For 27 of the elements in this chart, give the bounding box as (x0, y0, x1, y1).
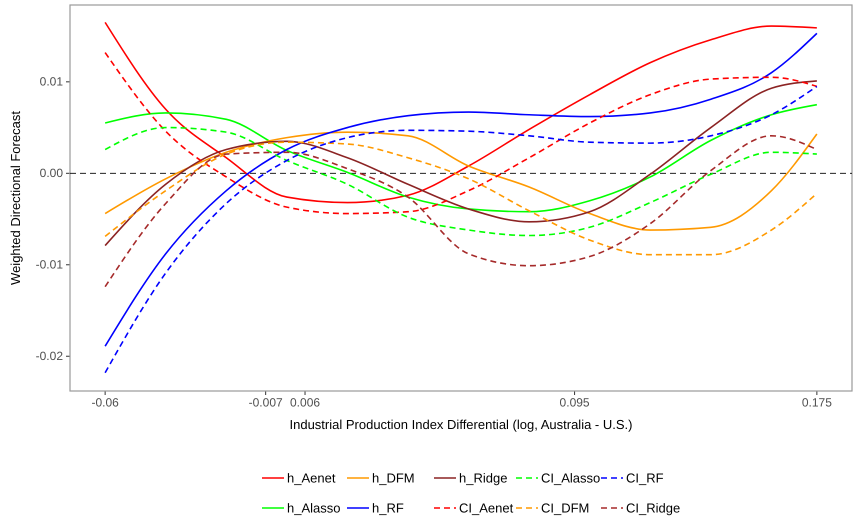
y-tick-label: -0.02 (36, 349, 64, 364)
line-series (104, 104, 818, 213)
legend-label: CI_DFM (541, 500, 590, 516)
legend-label: h_RF (372, 500, 404, 516)
x-tick-label: 0.006 (290, 396, 320, 410)
line-series (104, 52, 818, 214)
y-tick-label: -0.01 (36, 258, 64, 272)
line-series (104, 86, 818, 374)
legend-label: CI_Aenet (459, 500, 514, 516)
y-tick-label: 0.00 (40, 166, 64, 180)
legend-label: h_DFM (372, 470, 415, 486)
line-series (104, 32, 818, 347)
legend-label: CI_RF (626, 470, 664, 486)
legend-label: CI_Alasso (541, 470, 600, 486)
x-tick-label: 0.175 (802, 396, 832, 410)
legend-label: h_Aenet (287, 470, 336, 486)
line-series (104, 22, 818, 204)
legend-label: h_Ridge (459, 470, 508, 486)
x-tick-label: -0.007 (248, 396, 283, 410)
line-series (104, 80, 818, 246)
y-tick-label: 0.01 (40, 74, 64, 89)
x-tick-label: 0.095 (560, 396, 590, 410)
x-axis-title: Industrial Production Index Differential (log, Australia - U.S.) (290, 417, 632, 432)
x-tick-label: -0.06 (91, 396, 120, 410)
y-axis-title: Weighted Directional Forecast (8, 110, 23, 285)
legend-label: CI_Ridge (626, 500, 680, 516)
legend-label: h_Alasso (287, 500, 340, 516)
